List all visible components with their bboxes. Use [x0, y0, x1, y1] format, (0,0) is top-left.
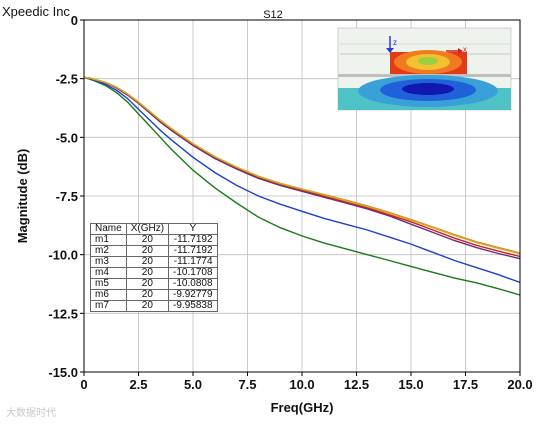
marker-name-cell: m5: [90, 278, 127, 290]
x-tick-label: 2.5: [129, 377, 147, 392]
series-line-6: [83, 76, 521, 255]
y-axis-title: Magnitude (dB): [15, 149, 30, 244]
x-tick-label: 15.0: [398, 377, 423, 392]
marker-name-cell: m3: [90, 256, 127, 268]
x-tick-label: 0: [80, 377, 87, 392]
series-line-1: [83, 76, 521, 296]
x-axis-title: Freq(GHz): [271, 400, 334, 415]
marker-name-cell: m4: [90, 267, 127, 279]
marker-x-cell: 20: [125, 234, 170, 246]
axis-ticks: 0 2.5 5.0 7.5 10.0 12.5 15.0 17.5 20.0 0 -2.5 -5.0 -…: [48, 13, 532, 392]
marker-y-cell: -10.1708: [168, 267, 218, 279]
inset-axis-x: x: [463, 45, 467, 54]
field-inset-image: z x: [337, 27, 512, 111]
marker-x-cell: 20: [125, 300, 170, 312]
y-tick-label: -5.0: [56, 130, 78, 145]
marker-name-cell: m1: [90, 234, 127, 246]
y-tick-label: -12.5: [48, 306, 78, 321]
x-tick-label: 20.0: [507, 377, 532, 392]
marker-name-cell: m7: [90, 300, 127, 312]
marker-x-cell: 20: [125, 267, 170, 279]
x-tick-label: 7.5: [238, 377, 256, 392]
marker-row: m6 20 -9.92779: [90, 289, 218, 301]
marker-y-cell: -11.7192: [168, 234, 218, 246]
marker-row: m5 20 -10.0808: [90, 278, 218, 290]
marker-row: m4 20 -10.1708: [90, 267, 218, 279]
marker-x-cell: 20: [125, 245, 170, 257]
marker-name-cell: m6: [90, 289, 127, 301]
y-tick-label: -15.0: [48, 365, 78, 380]
y-tick-label: 0: [71, 13, 78, 28]
marker-x-cell: 20: [125, 256, 170, 268]
inset-axis-z: z: [393, 38, 397, 47]
x-tick-label: 10.0: [289, 377, 314, 392]
marker-table-header: Name X(GHz) Y: [90, 223, 218, 235]
y-tick-label: -10.0: [48, 248, 78, 263]
marker-row: m3 20 -11.1774: [90, 256, 218, 268]
marker-x-cell: 20: [125, 278, 170, 290]
x-tick-label: 17.5: [453, 377, 478, 392]
marker-col-x: X(GHz): [125, 223, 170, 235]
marker-row: m7 20 -9.95838: [90, 300, 218, 312]
marker-row: m2 20 -11.7192: [90, 245, 218, 257]
marker-y-cell: -11.7192: [168, 245, 218, 257]
marker-y-cell: -11.1774: [168, 256, 218, 268]
marker-y-cell: -10.0808: [168, 278, 218, 290]
marker-y-cell: -9.95838: [168, 300, 218, 312]
brand-label: Xpeedic Inc: [2, 4, 70, 19]
marker-x-cell: 20: [125, 289, 170, 301]
marker-table: Name X(GHz) Y m1 20 -11.7192 m2 20 -11.7192 m3…: [90, 223, 218, 312]
marker-name-cell: m2: [90, 245, 127, 257]
marker-y-cell: -9.92779: [168, 289, 218, 301]
series-line-2: [83, 76, 521, 284]
y-tick-label: -2.5: [56, 72, 78, 87]
x-tick-label: 12.5: [344, 377, 369, 392]
x-tick-label: 5.0: [184, 377, 202, 392]
chart-title: S12: [263, 9, 283, 21]
y-tick-label: -7.5: [56, 189, 78, 204]
marker-col-y: Y: [168, 223, 218, 235]
marker-col-name: Name: [90, 223, 127, 235]
watermark: 大数据时代: [6, 408, 56, 419]
marker-row: m1 20 -11.7192: [90, 234, 218, 246]
series-lines: [83, 76, 521, 296]
